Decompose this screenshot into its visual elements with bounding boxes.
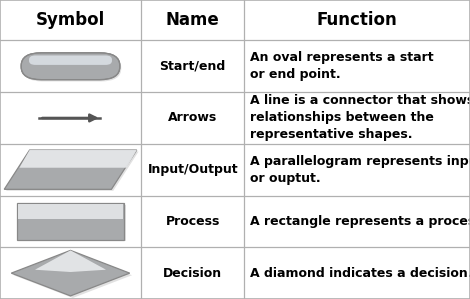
Text: A line is a connector that shows
relationships between the
representative shapes: A line is a connector that shows relatio…	[250, 94, 470, 141]
Polygon shape	[6, 152, 139, 191]
Polygon shape	[35, 250, 106, 272]
Text: Function: Function	[317, 11, 398, 29]
FancyBboxPatch shape	[19, 205, 126, 241]
FancyBboxPatch shape	[17, 203, 124, 239]
Polygon shape	[14, 252, 132, 298]
Text: An oval represents a start
or end point.: An oval represents a start or end point.	[250, 51, 434, 81]
Polygon shape	[4, 150, 137, 189]
FancyBboxPatch shape	[21, 53, 120, 80]
Text: Arrows: Arrows	[168, 112, 217, 124]
Text: A parallelogram represents input
or ouptut.: A parallelogram represents input or oupt…	[250, 155, 470, 185]
Text: Decision: Decision	[163, 267, 222, 280]
FancyBboxPatch shape	[18, 204, 123, 219]
Polygon shape	[19, 150, 137, 168]
Text: A rectangle represents a process.: A rectangle represents a process.	[250, 215, 470, 228]
Text: Symbol: Symbol	[36, 11, 105, 29]
FancyBboxPatch shape	[29, 56, 112, 65]
FancyBboxPatch shape	[23, 55, 121, 81]
Text: Name: Name	[166, 11, 219, 29]
Polygon shape	[11, 250, 130, 296]
Text: A diamond indicates a decision.: A diamond indicates a decision.	[250, 267, 470, 280]
Text: Start/end: Start/end	[160, 60, 226, 73]
Text: Input/Output: Input/Output	[148, 163, 238, 176]
Text: Process: Process	[165, 215, 220, 228]
